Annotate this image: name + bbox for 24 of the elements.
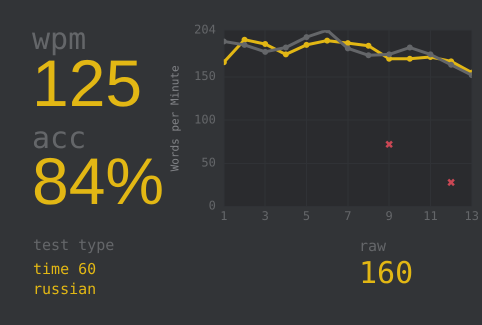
text: time 60 xyxy=(33,260,96,278)
point xyxy=(385,140,394,148)
point xyxy=(447,178,456,186)
point xyxy=(262,48,268,55)
y-axis-title: Words per Minute xyxy=(168,65,182,172)
point xyxy=(324,38,330,44)
point xyxy=(242,42,248,48)
point xyxy=(242,36,248,43)
point xyxy=(406,56,413,62)
point xyxy=(304,42,310,48)
point xyxy=(427,51,434,58)
point xyxy=(386,51,392,58)
text: 160 xyxy=(359,256,414,291)
point xyxy=(262,41,268,48)
point xyxy=(282,44,289,50)
point xyxy=(365,52,372,58)
point xyxy=(406,44,413,50)
text: russian xyxy=(33,280,96,298)
point xyxy=(282,51,289,58)
point xyxy=(304,34,310,40)
point xyxy=(365,42,372,49)
point xyxy=(344,45,351,52)
point xyxy=(344,40,351,46)
point xyxy=(448,62,454,68)
